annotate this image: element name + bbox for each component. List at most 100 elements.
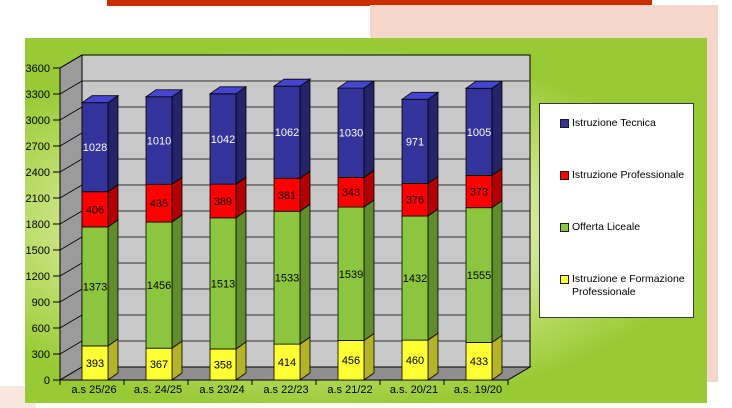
value-label: 389: [214, 196, 232, 208]
y-axis-label: 2700: [26, 141, 50, 153]
bar-segment-side: [491, 80, 503, 177]
bar-segment: [145, 183, 173, 223]
gridline: [59, 184, 83, 199]
legend-item-offerta-liceale: Offerta Liceale: [560, 221, 689, 234]
bar-segment: [81, 191, 109, 228]
legend-label: Offerta Liceale: [572, 221, 641, 233]
y-axis-label: 3600: [26, 63, 50, 75]
gridline: [59, 80, 83, 95]
bar-segment: [273, 85, 301, 179]
y-axis-label: 1200: [26, 271, 50, 283]
y-axis-label: 2100: [26, 193, 50, 205]
bar-segment-side: [363, 332, 375, 381]
bar-segment-side: [107, 219, 119, 347]
value-label: 435: [150, 198, 168, 210]
x-axis-label: a.s. 24/25: [134, 384, 182, 396]
value-label: 381: [278, 190, 296, 202]
bar-segment: [401, 98, 429, 184]
value-label: 1010: [147, 136, 171, 148]
value-label: 1373: [83, 281, 107, 293]
bar-segment-top: [208, 86, 248, 95]
bar-segment: [81, 102, 109, 193]
value-label: 971: [406, 136, 424, 148]
gridline: [59, 314, 83, 329]
gridline: [59, 236, 83, 251]
bar-segment: [465, 174, 493, 209]
gridline: [59, 340, 83, 355]
value-label: 1456: [147, 280, 171, 292]
value-label: 343: [342, 187, 360, 199]
bar-segment: [273, 177, 301, 212]
value-label: 1062: [275, 127, 299, 139]
bar-segment-side: [363, 199, 375, 342]
legend-swatch-istruzione-formazione-professionale: [560, 275, 569, 284]
bar-segment: [209, 183, 237, 219]
y-axis-label: 1500: [26, 245, 50, 257]
bar-segment-side: [491, 334, 503, 381]
value-label: 456: [342, 355, 360, 367]
bar-segment: [145, 221, 173, 349]
bar-segment-side: [171, 89, 183, 186]
value-label: 1555: [467, 270, 491, 282]
value-label: 367: [150, 359, 168, 371]
bar-segment: [273, 343, 301, 381]
legend-swatch-istruzione-professionale: [560, 171, 569, 180]
gridline: [59, 54, 83, 69]
legend-item-istruzione-formazione-professionale: Istruzione e Formazione Professionale: [560, 273, 689, 299]
legend-swatch-offerta-liceale: [560, 223, 569, 232]
value-label: 1030: [339, 128, 363, 140]
chart-legend: Istruzione Tecnica Istruzione Profession…: [539, 103, 694, 318]
value-label: 433: [470, 356, 488, 368]
bar-segment: [337, 340, 365, 381]
bar-segment: [81, 345, 109, 381]
bar-segment-side: [427, 332, 439, 381]
legend-item-istruzione-professionale: Istruzione Professionale: [560, 169, 689, 182]
value-label: 1539: [339, 269, 363, 281]
value-label: 1513: [211, 278, 235, 290]
legend-label: Istruzione Tecnica: [572, 117, 656, 129]
value-label: 414: [278, 357, 296, 369]
y-axis-label: 300: [32, 349, 50, 361]
value-label: 1028: [83, 142, 107, 154]
bar-segment: [401, 339, 429, 381]
y-axis-label: 1800: [26, 219, 50, 231]
bar-segment-side: [299, 203, 311, 345]
bar-segment-top: [336, 80, 376, 89]
value-label: 1533: [275, 273, 299, 285]
gridline: [59, 262, 83, 277]
bar-segment-side: [427, 208, 439, 341]
value-label: 406: [86, 204, 104, 216]
value-label: 460: [406, 355, 424, 367]
bar-segment-top: [272, 78, 312, 87]
value-label: 1042: [211, 134, 235, 146]
bar-segment-side: [235, 210, 247, 350]
bar-segment: [209, 217, 237, 350]
bar-segment: [465, 87, 493, 176]
bar-segment-side: [299, 78, 311, 180]
bar-segment-top: [144, 89, 184, 98]
bar-segment-top: [80, 95, 120, 104]
y-axis-label: 900: [32, 297, 50, 309]
y-axis-label: 3000: [26, 115, 50, 127]
value-label: 393: [86, 358, 104, 370]
x-axis-label: a.s 25/26: [71, 384, 116, 396]
y-axis-label: 600: [32, 323, 50, 335]
legend-swatch-istruzione-tecnica: [560, 119, 569, 128]
bar-segment-top: [464, 80, 504, 89]
bar-segment-side: [427, 91, 439, 185]
y-axis-label: 2400: [26, 167, 50, 179]
gridline: [59, 132, 83, 147]
bar-segment: [465, 207, 493, 343]
y-axis-label: 3300: [26, 89, 50, 101]
bar-segment: [209, 93, 237, 185]
bar-segment: [81, 226, 109, 347]
bar-segment-side: [235, 86, 247, 185]
top-accent-bar: [107, 0, 652, 6]
bar-segment: [145, 96, 173, 185]
gridline: [59, 158, 83, 173]
gridline: [59, 210, 83, 225]
bar-segment-side: [171, 176, 183, 223]
x-axis-label: a.s 21/22: [327, 384, 372, 396]
value-label: 373: [470, 187, 488, 199]
